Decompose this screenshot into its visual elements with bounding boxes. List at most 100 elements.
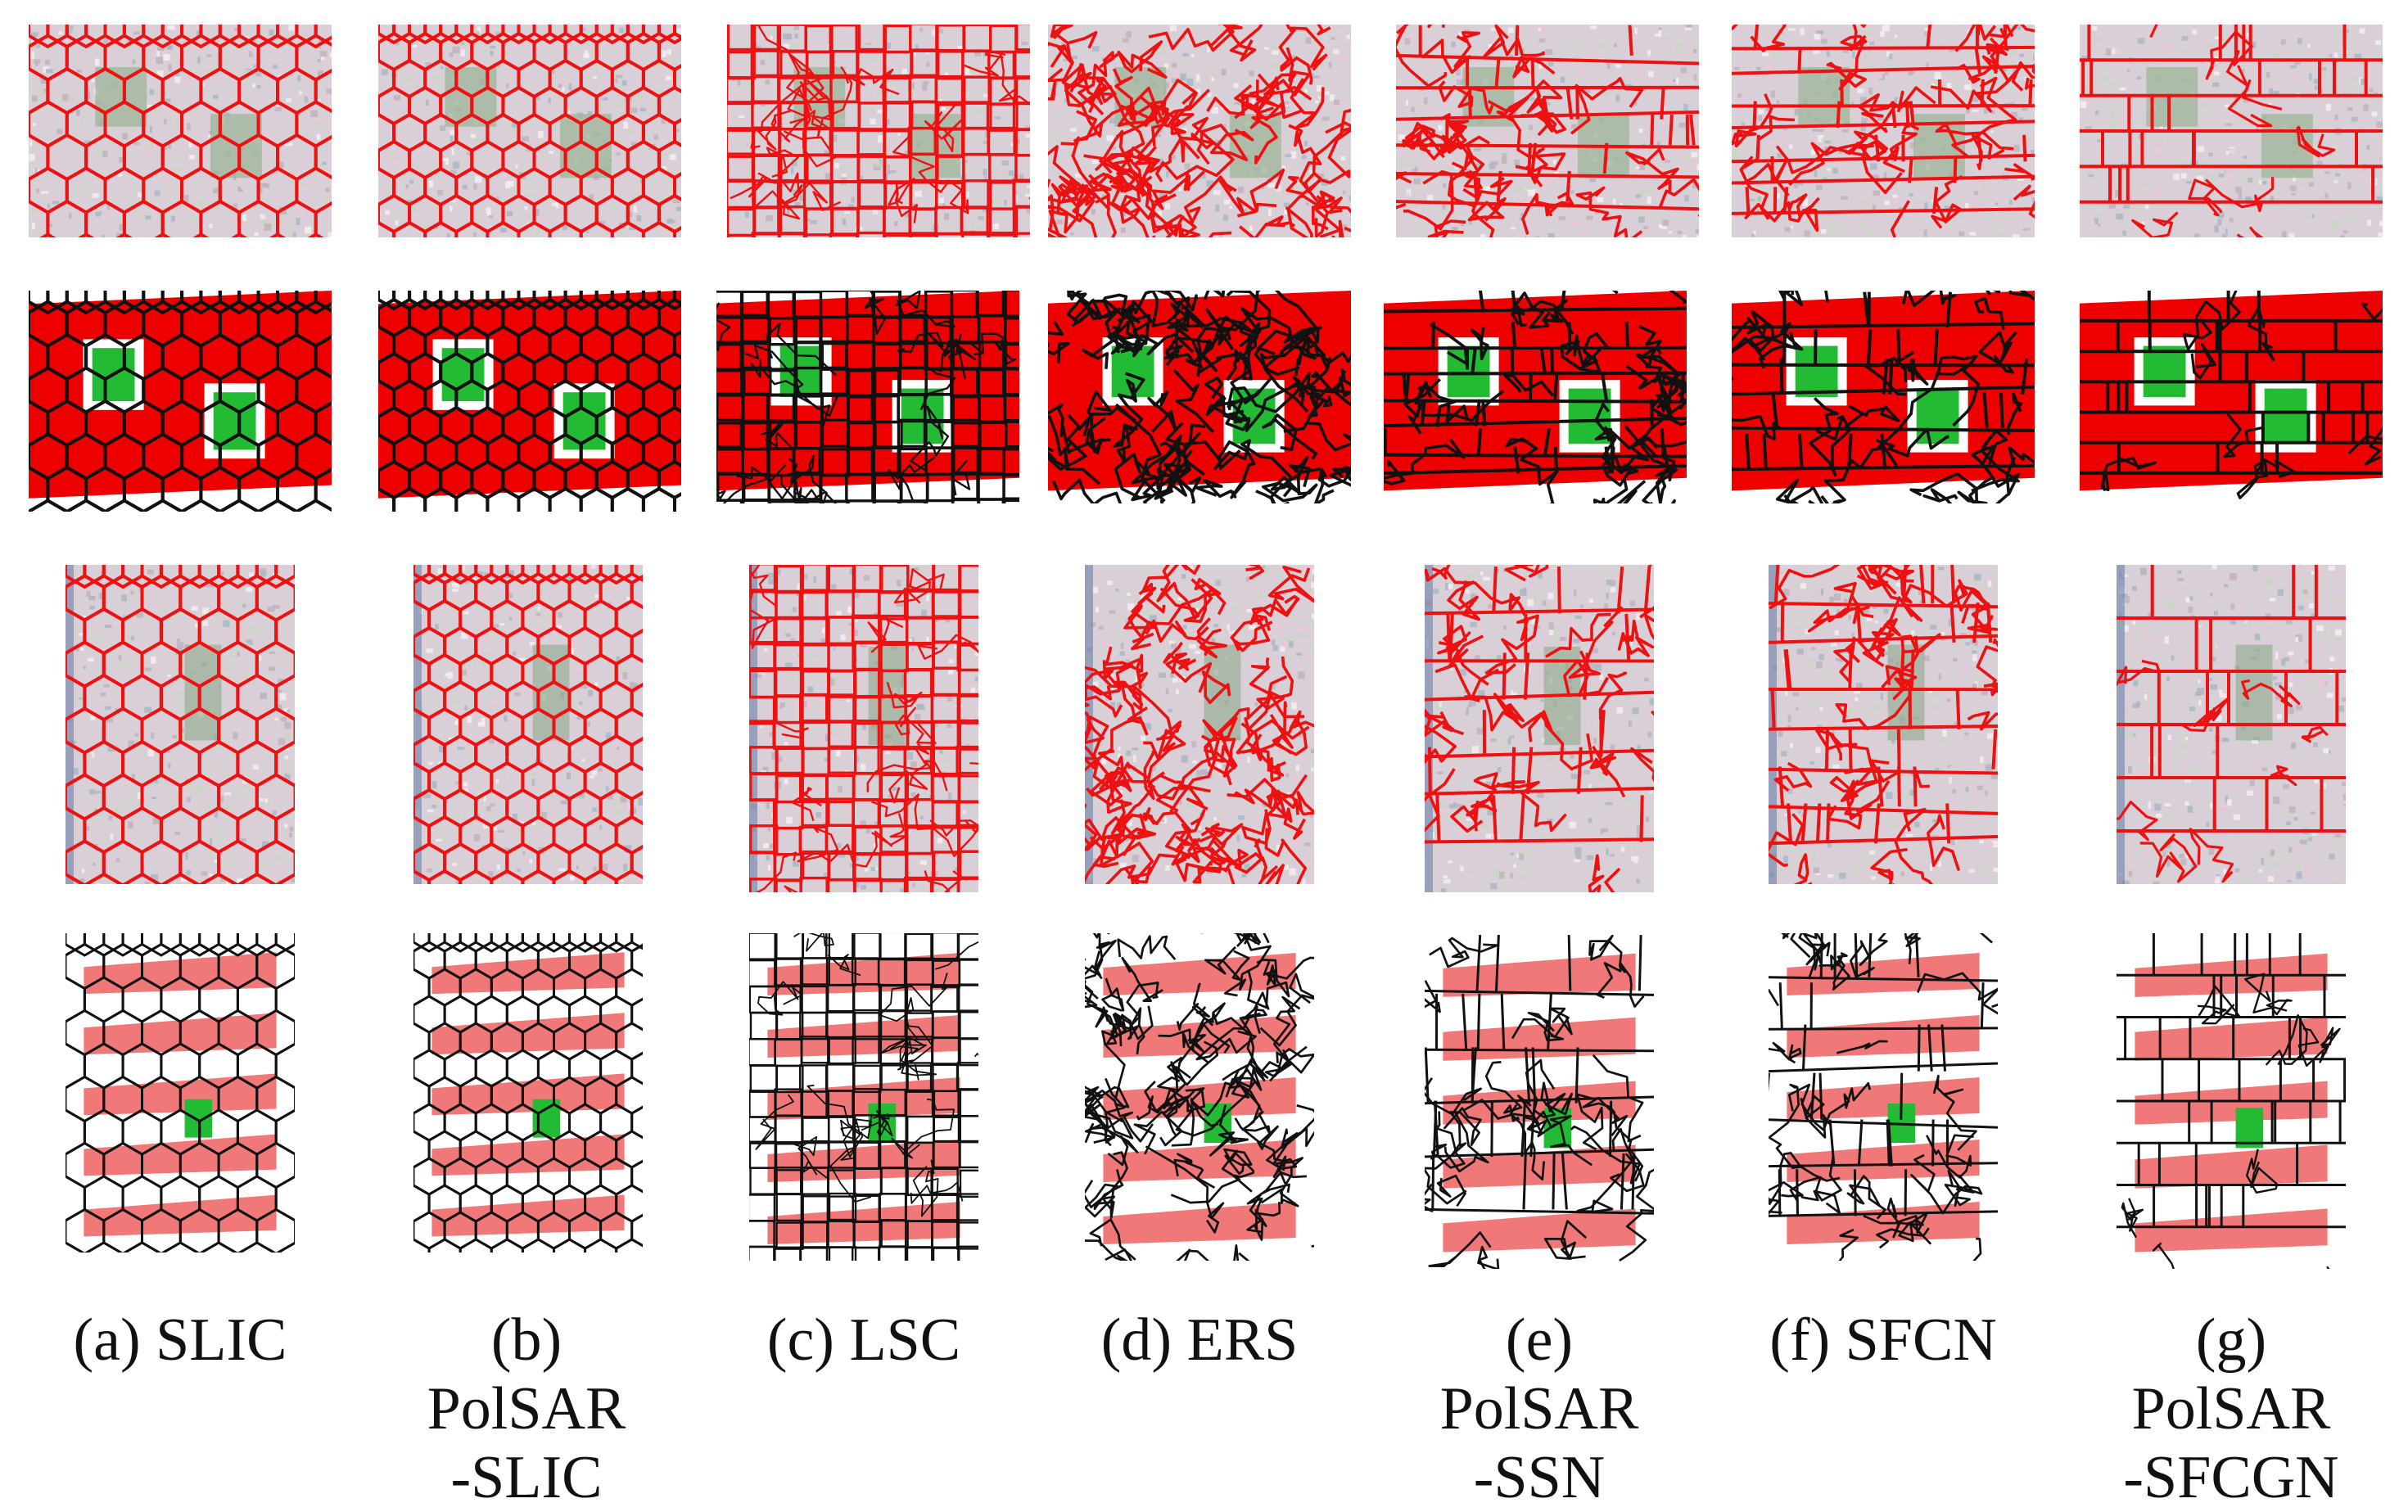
panel-r4-e <box>1425 933 1654 1269</box>
panel-r4-b-graphic-layer <box>413 933 643 1252</box>
panel-r3-g <box>2117 565 2346 884</box>
panel-r2-e-graphic <box>1384 291 1687 503</box>
panel-r2-f-graphic <box>1732 291 2035 503</box>
panel-r3-g-graphic-layer <box>2117 565 2346 884</box>
panel-r1-b <box>378 25 681 237</box>
caption-slic-line1: (a) SLIC <box>49 1306 311 1374</box>
panel-r3-b-graphic <box>413 565 643 884</box>
panel-r2-b-graphic-layer <box>378 291 681 512</box>
panel-r4-d <box>1085 933 1314 1261</box>
panel-r4-d-graphic-layer <box>1085 933 1314 1261</box>
panel-r3-a-graphic-layer <box>66 565 295 884</box>
caption-polsar-ssn: (e) PolSAR -SSN <box>1408 1306 1670 1512</box>
panel-r4-e-graphic <box>1425 933 1654 1269</box>
panel-r4-c-graphic <box>749 933 978 1261</box>
caption-ers: (d) ERS <box>1068 1306 1330 1374</box>
panel-r2-a-graphic-layer <box>29 291 332 512</box>
panel-r3-b <box>413 565 643 884</box>
panel-r3-e <box>1425 565 1654 892</box>
panel-r4-c-graphic-layer <box>749 933 978 1261</box>
panel-r2-d-graphic-layer <box>1048 291 1351 503</box>
panel-r1-e <box>1396 25 1699 237</box>
panel-r1-c-graphic <box>727 25 1030 237</box>
panel-r1-f-graphic <box>1732 25 2035 237</box>
panel-r2-c <box>716 291 1019 503</box>
panel-r1-f-graphic-layer <box>1732 25 2035 237</box>
panel-r1-g-graphic <box>2080 25 2383 237</box>
panel-r2-g-graphic <box>2080 291 2383 503</box>
panel-r1-e-graphic <box>1396 25 1699 237</box>
panel-r1-f <box>1732 25 2035 237</box>
panel-r2-d <box>1048 291 1351 503</box>
panel-r4-f <box>1769 933 1998 1261</box>
caption-lsc: (c) LSC <box>733 1306 995 1374</box>
panel-r1-a <box>29 25 332 237</box>
panel-r4-a-graphic-layer <box>66 933 295 1252</box>
panel-r2-b-graphic <box>378 291 681 512</box>
panel-r2-d-graphic <box>1048 291 1351 503</box>
panel-r1-d-graphic <box>1048 25 1351 237</box>
caption-slic: (a) SLIC <box>49 1306 311 1374</box>
panel-r2-g <box>2080 291 2383 503</box>
panel-r1-a-graphic-layer <box>29 25 332 237</box>
panel-r2-e-graphic-layer <box>1384 291 1687 503</box>
panel-r3-c <box>749 565 978 892</box>
panel-r4-g <box>2117 933 2346 1269</box>
panel-r2-f-graphic-layer <box>1732 291 2035 503</box>
panel-r4-g-graphic-layer <box>2117 933 2346 1269</box>
caption-ers-line1: (d) ERS <box>1068 1306 1330 1374</box>
panel-r1-c-graphic-layer <box>727 25 1030 237</box>
caption-polsar-slic: (b) PolSAR -SLIC <box>395 1306 657 1512</box>
panel-r2-a <box>29 291 332 512</box>
panel-r3-a <box>66 565 295 884</box>
panel-r4-c <box>749 933 978 1261</box>
panel-r1-g-graphic-layer <box>2080 25 2383 237</box>
panel-r1-d-graphic-layer <box>1048 25 1351 237</box>
caption-polsar-ssn-line1: (e) PolSAR <box>1408 1306 1670 1443</box>
panel-r2-e <box>1384 291 1687 503</box>
panel-r3-g-graphic <box>2117 565 2346 884</box>
panel-r3-f-graphic <box>1769 565 1998 884</box>
panel-r4-g-graphic <box>2117 933 2346 1269</box>
panel-r3-c-graphic-layer <box>749 565 978 892</box>
panel-r3-d-graphic <box>1085 565 1314 884</box>
panel-r2-f <box>1732 291 2035 503</box>
panel-r1-e-graphic-layer <box>1396 25 1699 237</box>
panel-r4-f-graphic <box>1769 933 1998 1261</box>
caption-lsc-line1: (c) LSC <box>733 1306 995 1374</box>
figure: (a) SLIC (b) PolSAR -SLIC (c) LSC (d) ER… <box>0 0 2408 1479</box>
panel-r4-a <box>66 933 295 1252</box>
panel-r1-c <box>727 25 1030 237</box>
panel-r2-c-graphic <box>716 291 1019 503</box>
caption-polsar-slic-line1: (b) PolSAR <box>395 1306 657 1443</box>
panel-r4-e-graphic-layer <box>1425 933 1654 1269</box>
panel-r3-c-graphic <box>749 565 978 892</box>
panel-r3-f-graphic-layer <box>1769 565 1998 884</box>
panel-r2-b <box>378 291 681 512</box>
caption-polsar-ssn-line2: -SSN <box>1408 1443 1670 1512</box>
caption-sfcn: (f) SFCN <box>1752 1306 2014 1374</box>
panel-r1-d <box>1048 25 1351 237</box>
panel-r3-a-graphic <box>66 565 295 884</box>
panel-r4-f-graphic-layer <box>1769 933 1998 1261</box>
panel-r3-d-graphic-layer <box>1085 565 1314 884</box>
panel-r4-a-graphic <box>66 933 295 1252</box>
panel-r3-b-graphic-layer <box>413 565 643 884</box>
panel-r1-b-graphic <box>378 25 681 237</box>
panel-r4-d-graphic <box>1085 933 1314 1261</box>
caption-polsar-sfcgn: (g) PolSAR -SFCGN <box>2100 1306 2362 1512</box>
panel-r2-g-graphic-layer <box>2080 291 2383 503</box>
caption-polsar-slic-line2: -SLIC <box>395 1443 657 1512</box>
caption-sfcn-line1: (f) SFCN <box>1752 1306 2014 1374</box>
panel-r4-b <box>413 933 643 1252</box>
panel-r3-e-graphic <box>1425 565 1654 892</box>
panel-r3-d <box>1085 565 1314 884</box>
panel-r4-b-graphic <box>413 933 643 1252</box>
panel-r1-a-graphic <box>29 25 332 237</box>
panel-r1-b-graphic-layer <box>378 25 681 237</box>
caption-polsar-sfcgn-line1: (g) PolSAR <box>2100 1306 2362 1443</box>
panel-r2-c-graphic-layer <box>716 291 1019 503</box>
caption-polsar-sfcgn-line2: -SFCGN <box>2100 1443 2362 1512</box>
panel-r1-g <box>2080 25 2383 237</box>
panel-r3-f <box>1769 565 1998 884</box>
